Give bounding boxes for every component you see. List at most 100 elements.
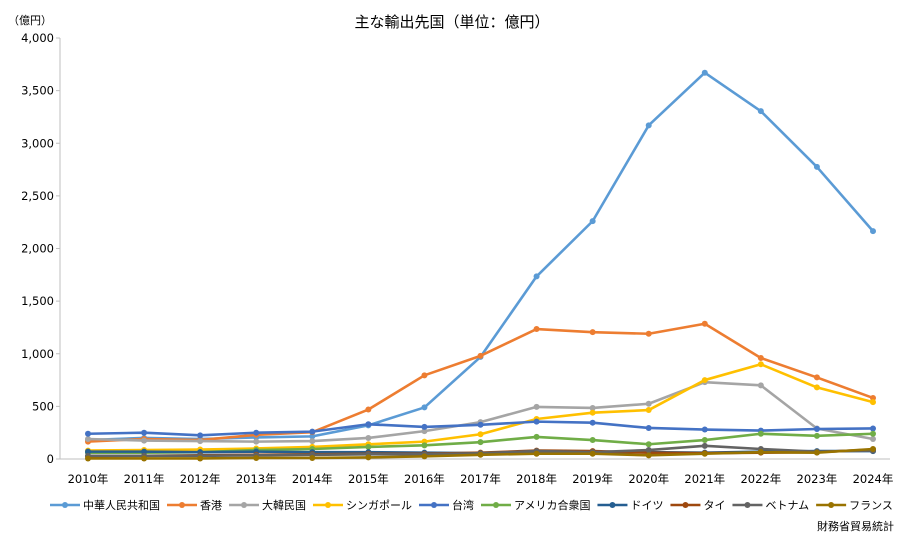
data-point	[757, 382, 764, 389]
legend-item: ベトナム	[732, 499, 809, 512]
y-tick-label: 500	[32, 399, 54, 413]
legend-label: ドイツ	[630, 499, 663, 512]
data-point	[421, 372, 428, 379]
legend-label: フランス	[849, 499, 893, 512]
legend-item: 大韓民国	[229, 498, 306, 512]
data-point	[253, 438, 260, 445]
data-point	[533, 273, 540, 280]
legend-label: タイ	[703, 499, 725, 512]
chart-title: 主な輸出先国（単位：億円）	[354, 13, 549, 31]
x-tick-label: 2012年	[180, 472, 221, 486]
data-point	[757, 449, 764, 456]
legend-item: 台湾	[419, 498, 474, 512]
x-tick-label: 2017年	[460, 472, 501, 486]
legend-item: アメリカ合衆国	[481, 498, 590, 512]
data-point	[589, 450, 596, 457]
x-tick-label: 2020年	[628, 472, 669, 486]
series-4	[85, 418, 876, 439]
data-point	[701, 450, 708, 457]
x-tick-label: 2011年	[124, 472, 165, 486]
data-point	[421, 423, 428, 430]
x-tick-label: 2021年	[684, 472, 725, 486]
data-point	[421, 428, 428, 435]
data-point	[141, 448, 148, 455]
data-point	[309, 438, 316, 445]
data-point	[309, 454, 316, 461]
data-point	[589, 329, 596, 336]
data-point	[870, 436, 876, 443]
data-point	[533, 433, 540, 440]
data-point	[141, 429, 148, 436]
legend-marker	[241, 502, 247, 508]
x-tick-label: 2023年	[797, 472, 838, 486]
data-point	[589, 218, 596, 225]
data-point	[757, 430, 764, 437]
x-tick-label: 2013年	[236, 472, 277, 486]
x-tick-label: 2014年	[292, 472, 333, 486]
data-point	[813, 432, 820, 439]
data-point	[701, 442, 708, 449]
legend-marker	[325, 502, 331, 508]
y-tick-label: 1,000	[21, 347, 54, 361]
legend-marker	[179, 502, 185, 508]
legend-marker	[493, 502, 499, 508]
legend-label: 香港	[200, 499, 222, 512]
legend-marker	[828, 502, 835, 508]
x-tick-label: 2024年	[853, 472, 894, 486]
data-point	[701, 69, 708, 76]
data-point	[85, 430, 91, 437]
data-point	[645, 400, 652, 407]
data-point	[870, 228, 876, 235]
data-point	[870, 430, 876, 437]
data-point	[813, 384, 820, 391]
data-point	[533, 403, 540, 410]
data-point	[757, 108, 764, 115]
series-9	[85, 446, 876, 462]
data-point	[477, 352, 484, 359]
data-point	[477, 451, 484, 458]
legend-label: 大韓民国	[262, 498, 306, 512]
data-point	[309, 433, 316, 440]
series-0	[85, 69, 876, 444]
data-point	[757, 354, 764, 361]
legend-label: 中華人民共和国	[83, 499, 160, 512]
data-point	[701, 426, 708, 433]
data-point	[421, 442, 428, 449]
data-point	[365, 454, 372, 461]
x-tick-label: 2015年	[348, 472, 389, 486]
x-axis: 2010年 2011年 2012年 2013年 2014年 2015年 2016年 2017年…	[60, 458, 894, 486]
data-point	[870, 394, 876, 401]
x-tick-label: 2022年	[740, 472, 781, 486]
data-point	[477, 439, 484, 446]
data-point	[589, 409, 596, 416]
y-tick-label: 1,500	[21, 294, 54, 308]
x-tick-label: 2016年	[404, 472, 445, 486]
data-point	[757, 361, 764, 368]
data-point	[365, 434, 372, 441]
data-point	[141, 455, 148, 462]
data-point	[309, 428, 316, 435]
data-point	[365, 421, 372, 428]
legend-item: フランス	[816, 499, 893, 512]
legend-marker	[744, 502, 751, 508]
data-point	[533, 418, 540, 425]
data-point	[85, 448, 91, 455]
data-point	[589, 437, 596, 444]
legend-item: 中華人民共和国	[50, 499, 160, 512]
legend-label: ベトナム	[765, 499, 809, 512]
data-point	[533, 326, 540, 333]
legend-marker	[682, 502, 689, 508]
data-point	[477, 431, 484, 438]
data-point	[870, 425, 876, 432]
legend-item: タイ	[670, 499, 725, 512]
legend-marker	[609, 502, 616, 508]
data-point	[421, 404, 428, 411]
data-point	[421, 453, 428, 460]
legend-marker	[62, 502, 68, 508]
data-point	[253, 454, 260, 461]
y-tick-label: 4,000	[21, 31, 54, 45]
data-point	[477, 421, 484, 428]
data-point	[645, 122, 652, 129]
data-point	[813, 163, 820, 170]
data-point	[197, 438, 204, 445]
